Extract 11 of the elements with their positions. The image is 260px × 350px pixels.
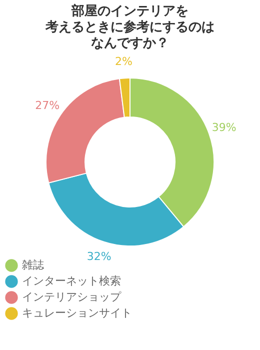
data-label: 2% — [114, 55, 132, 68]
text: 考えるときに参考にするのは — [46, 20, 214, 36]
text: 部屋のインテリアを — [72, 4, 188, 20]
data-label: 32% — [86, 250, 112, 264]
legend-label: 雑誌 — [22, 258, 44, 272]
data-label: 27% — [35, 98, 60, 112]
legend-label: インテリアショップ — [22, 290, 122, 304]
legend-label: インターネット検索 — [22, 274, 121, 288]
text: なんですか？ — [91, 36, 169, 52]
data-label: 39% — [212, 121, 236, 134]
legend-label: キュレーションサイト — [22, 306, 132, 320]
